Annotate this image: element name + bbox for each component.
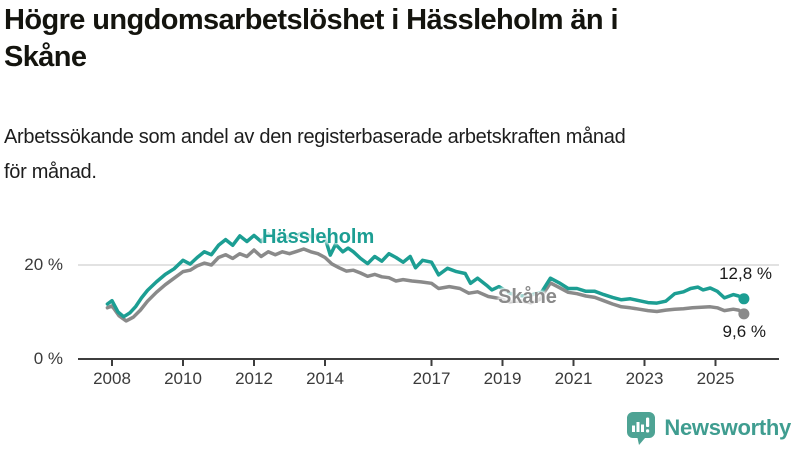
newsworthy-logo: Newsworthy — [626, 410, 791, 446]
chart-title: Högre ungdomsarbetslöshet i Hässleholm ä… — [4, 2, 784, 76]
x-axis-tick-label: 2021 — [554, 369, 593, 388]
chart-subtitle-line2: för månad. — [4, 161, 97, 183]
chart-title-line1: Högre ungdomsarbetslöshet i Hässleholm ä… — [4, 4, 619, 36]
line-skåne — [105, 247, 746, 323]
end-dot-skåne — [738, 308, 750, 320]
brand-name: Newsworthy — [664, 415, 791, 440]
bar-chart-speech-bubble-icon — [627, 411, 656, 445]
x-axis-tick-label: 2014 — [306, 369, 344, 388]
series-label-skane: Skåne — [498, 286, 557, 308]
chart-title-line2: Skåne — [4, 41, 87, 73]
chart-subtitle-line1: Arbetssökande som andel av den registerb… — [4, 126, 626, 148]
series-label-hassleholm: Hässleholm — [262, 226, 375, 248]
x-axis-tick-label: 2012 — [235, 369, 273, 388]
y-axis-tick-label-0: 0 % — [33, 349, 63, 368]
x-axis-tick-label: 2019 — [483, 369, 522, 388]
x-axis-tick-label: 2010 — [164, 369, 202, 388]
x-axis-tick-label: 2008 — [93, 369, 131, 388]
line-hässleholm — [105, 230, 746, 319]
chart-subtitle: Arbetssökande som andel av den registerb… — [4, 120, 794, 190]
y-axis-tick-label-20: 20 % — [24, 255, 63, 274]
end-value-label-skane: 9,6 % — [722, 322, 766, 341]
x-axis-tick-label: 2025 — [696, 369, 735, 388]
x-axis-tick-label: 2017 — [412, 369, 451, 388]
x-axis-tick-label: 2023 — [625, 369, 664, 388]
end-value-label-hassleholm: 12,8 % — [719, 264, 772, 283]
end-dot-hässleholm — [738, 293, 750, 305]
